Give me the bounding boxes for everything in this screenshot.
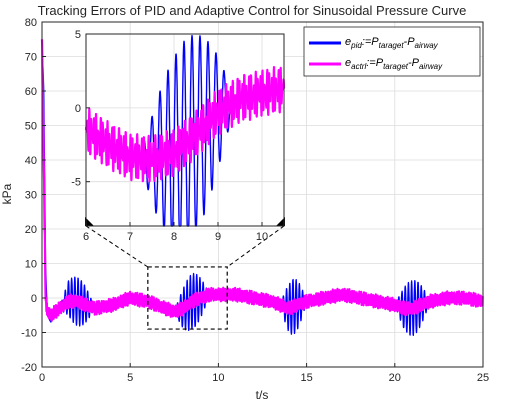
legend-label-part: e [345, 36, 351, 48]
inset-plot-frame [85, 33, 285, 227]
zoom-connector-right [226, 225, 285, 268]
inset-plot: 6 7 8 9 10 -5 0 5 [71, 29, 286, 243]
main-x-tick-label: 0 [39, 372, 45, 384]
main-y-ticks: -20 -10 0 10 20 30 40 50 60 70 80 [21, 17, 46, 374]
chart-title: Tracking Errors of PID and Adaptive Cont… [38, 3, 467, 18]
inset-x-tick-label: 7 [127, 231, 133, 243]
legend-label-part: actrl [351, 62, 366, 71]
legend-label-1: epid:=Ptaraget-Pairway [345, 36, 439, 50]
inset-x-ticks: 6 7 8 9 10 [83, 222, 268, 243]
legend-label-part: :=P [366, 57, 383, 69]
inset-x-tick-label: 10 [256, 231, 268, 243]
main-y-tick-label: 40 [25, 155, 37, 167]
inset-corner-arrow-right [276, 217, 285, 226]
legend-label-part: pid [350, 41, 362, 50]
inset-y-tick-label: -5 [71, 177, 81, 189]
main-lines [40, 39, 484, 337]
legend-label-part: taraget [379, 41, 405, 50]
main-y-tick-label: 70 [25, 52, 37, 64]
inset-y-ticks: -5 0 5 [71, 29, 90, 189]
legend-label-part: taraget [383, 62, 409, 71]
legend-label-part: -P [404, 36, 416, 48]
main-y-tick-label: 30 [25, 190, 37, 202]
inset-y-tick-label: 0 [75, 103, 81, 115]
inset-x-tick-label: 8 [171, 231, 177, 243]
main-y-tick-label: 60 [25, 86, 37, 98]
legend-label-part: e [345, 57, 351, 69]
inset-series-line-2 [84, 66, 286, 183]
main-y-tick-label: 0 [31, 293, 37, 305]
main-x-tick-label: 25 [477, 372, 489, 384]
main-x-tick-label: 15 [300, 372, 312, 384]
legend-label-part: :=P [362, 36, 379, 48]
main-series-line-2 [40, 39, 484, 322]
legend: epid:=Ptaraget-Pairwayeactrl:=Ptaraget-P… [303, 26, 481, 77]
inset-x-tick-label: 9 [215, 231, 221, 243]
main-x-tick-label: 20 [389, 372, 401, 384]
main-y-tick-label: -20 [21, 362, 37, 374]
main-y-tick-label: 10 [25, 259, 37, 271]
main-x-tick-label: 5 [127, 372, 133, 384]
inset-lines [84, 34, 286, 227]
legend-box [303, 26, 481, 77]
legend-label-part: -P [408, 57, 420, 69]
zoom-connector-lines [85, 225, 285, 268]
main-y-tick-label: 80 [25, 17, 37, 29]
inset-corner-arrow-left [85, 217, 94, 226]
y-axis-label: kPa [0, 183, 14, 204]
main-x-ticks: 0 5 10 15 20 25 [39, 363, 489, 384]
main-y-tick-label: -10 [21, 328, 37, 340]
main-y-tick-label: 50 [25, 121, 37, 133]
legend-label-part: airway [419, 62, 443, 71]
legend-label-part: airway [415, 41, 439, 50]
main-x-tick-label: 10 [212, 372, 224, 384]
zoom-connector-left [85, 225, 149, 268]
main-y-tick-label: 20 [25, 224, 37, 236]
legend-label-2: eactrl:=Ptaraget-Pairway [345, 57, 443, 71]
inset-y-tick-label: 5 [75, 29, 81, 41]
x-axis-label: t/s [256, 388, 269, 402]
inset-x-tick-label: 6 [83, 231, 89, 243]
